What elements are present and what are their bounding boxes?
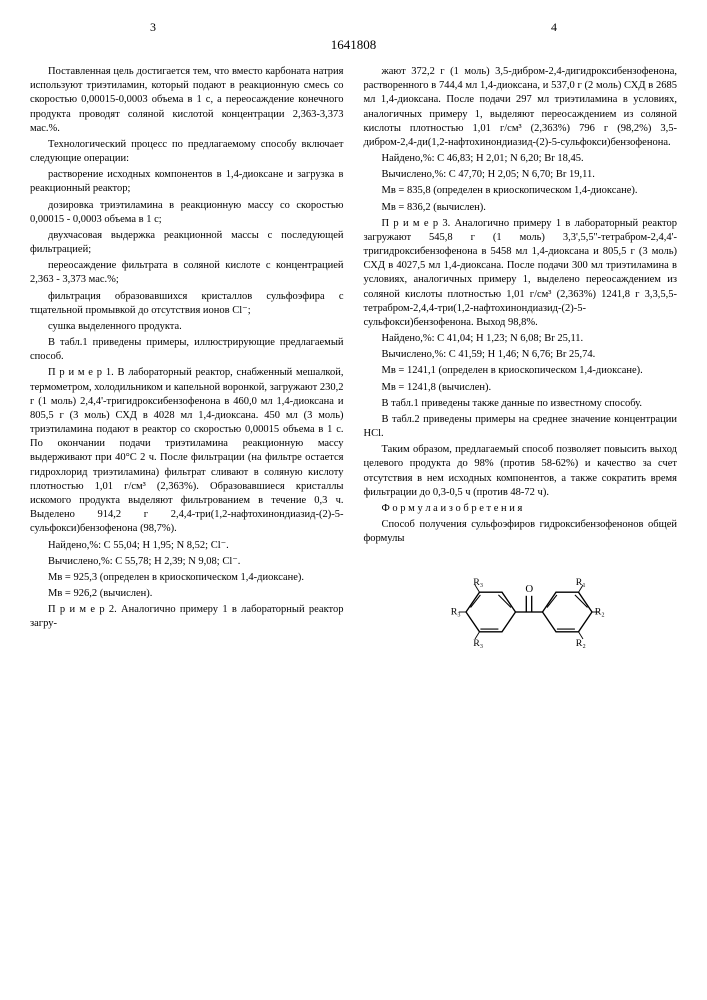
paragraph: Вычислено,%: С 47,70; Н 2,05; N 6,70; Br… xyxy=(364,168,678,182)
formula-r2-label: R₂ xyxy=(576,638,586,649)
paragraph: переосаждение фильтрата в соляной кислот… xyxy=(30,259,344,287)
paragraph: Найдено,%: С 46,83; Н 2,01; N 6,20; Br 1… xyxy=(364,152,678,166)
paragraph: сушка выделенного продукта. xyxy=(30,320,344,334)
paragraph: В табл.1 приведены примеры, иллюстрирующ… xyxy=(30,336,344,364)
document-page: 3 4 1641808 Поставленная цель достигаетс… xyxy=(0,0,707,1000)
paragraph: Таким образом, предлагаемый способ позво… xyxy=(364,443,678,500)
paragraph: Поставленная цель достигается тем, что в… xyxy=(30,65,344,136)
formula-svg: O R₃ R₃ R₃ R₁ R₂ R₂ xyxy=(430,557,610,667)
paragraph: Мв = 1241,1 (определен в криоскопическом… xyxy=(364,364,678,378)
paragraph: Вычислено,%: С 55,78; Н 2,39; N 9,08; Cl… xyxy=(30,555,344,569)
paragraph: Найдено,%: С 55,04; Н 1,95; N 8,52; Cl⁻. xyxy=(30,539,344,553)
right-column: жают 372,2 г (1 моль) 3,5-дибром-2,4-диг… xyxy=(364,65,678,672)
paragraph: В табл.1 приведены также данные по извес… xyxy=(364,397,678,411)
paragraph: Мв = 836,2 (вычислен). xyxy=(364,201,678,215)
paragraph: Технологический процесс по предлагаемому… xyxy=(30,138,344,166)
paragraph: Мв = 925,3 (определен в криоскопическом … xyxy=(30,571,344,585)
formula-o-label: O xyxy=(526,583,534,595)
paragraph: фильтрация образовавшихся кристаллов сул… xyxy=(30,290,344,318)
paragraph: Мв = 1241,8 (вычислен). xyxy=(364,381,678,395)
paragraph: П р и м е р 1. В лабораторный реактор, с… xyxy=(30,366,344,536)
paragraph: двухчасовая выдержка реакционной массы с… xyxy=(30,229,344,257)
paragraph: Мв = 926,2 (вычислен). xyxy=(30,587,344,601)
paragraph: Ф о р м у л а и з о б р е т е н и я xyxy=(364,502,678,516)
paragraph: Вычислено,%: С 41,59; Н 1,46; N 6,76; Br… xyxy=(364,348,678,362)
paragraph: П р и м е р 3. Аналогично примеру 1 в ла… xyxy=(364,217,678,330)
paragraph: П р и м е р 2. Аналогично примеру 1 в ла… xyxy=(30,603,344,631)
paragraph: дозировка триэтиламина в реакционную мас… xyxy=(30,199,344,227)
paragraph: Мв = 835,8 (определен в криоскопическом … xyxy=(364,184,678,198)
document-number: 1641808 xyxy=(30,37,677,53)
paragraph: жают 372,2 г (1 моль) 3,5-дибром-2,4-диг… xyxy=(364,65,678,150)
chemical-formula: O R₃ R₃ R₃ R₁ R₂ R₂ xyxy=(364,557,678,672)
paragraph: Способ получения сульфоэфиров гидроксибе… xyxy=(364,518,678,546)
paragraph: растворение исходных компонентов в 1,4-д… xyxy=(30,168,344,196)
page-number-left: 3 xyxy=(150,20,156,35)
page-header: 3 4 1641808 xyxy=(30,20,677,53)
paragraph: Найдено,%: С 41,04; Н 1,23; N 6,08; Br 2… xyxy=(364,332,678,346)
page-number-right: 4 xyxy=(551,20,557,35)
formula-r1-label: R₁ xyxy=(576,577,586,588)
formula-r3-label: R₃ xyxy=(473,638,483,649)
text-columns: Поставленная цель достигается тем, что в… xyxy=(30,65,677,672)
paragraph: В табл.2 приведены примеры на среднее зн… xyxy=(364,413,678,441)
formula-r3-label: R₃ xyxy=(473,577,483,588)
left-column: Поставленная цель достигается тем, что в… xyxy=(30,65,344,672)
